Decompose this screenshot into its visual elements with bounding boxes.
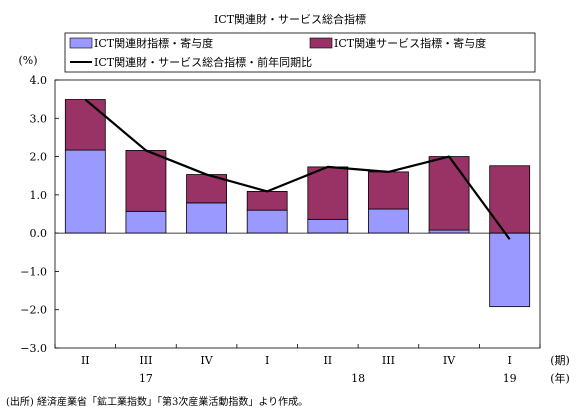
bar-services <box>489 165 531 234</box>
y-tick-label: −1.0 <box>20 265 47 278</box>
bar-services <box>307 166 349 220</box>
y-axis-unit: (%) <box>18 54 37 67</box>
x-axis-year-unit: (年) <box>550 371 570 385</box>
x-tick-label: I <box>508 354 512 367</box>
bar-goods <box>186 202 227 234</box>
x-tick-label: III <box>139 354 152 367</box>
legend-label-services: ICT関連サービス指標・寄与度 <box>334 36 486 50</box>
bar-services <box>125 150 167 212</box>
x-tick-label: II <box>323 354 332 367</box>
legend: ICT関連財指標・寄与度 ICT関連サービス指標・寄与度 ICT関連財・サービス… <box>64 32 536 73</box>
y-tick-label: 2.0 <box>30 151 48 164</box>
bar-goods <box>125 210 167 234</box>
bar-goods <box>64 149 106 234</box>
bar-goods <box>307 218 349 234</box>
x-tick-label: IV <box>443 354 456 367</box>
y-tick-label: −3.0 <box>20 342 47 355</box>
legend-swatch-services <box>309 37 333 49</box>
legend-label-goods: ICT関連財指標・寄与度 <box>94 36 213 50</box>
legend-swatch-goods <box>69 37 93 49</box>
x-tick-label: II <box>81 354 90 367</box>
bar-services <box>368 171 409 210</box>
bar-services <box>246 191 288 211</box>
x-axis-period-unit: (期) <box>550 354 570 367</box>
chart-title: ICT関連財・サービス総合指標 <box>214 12 366 26</box>
x-year-label: 19 <box>503 372 517 385</box>
bar-services <box>428 156 470 231</box>
legend-label-total: ICT関連財・サービス総合指標・前年同期比 <box>94 55 312 69</box>
bar-goods <box>489 232 531 308</box>
bar-goods <box>246 209 288 234</box>
x-year-label: 18 <box>351 372 365 385</box>
line-total <box>84 98 511 240</box>
x-tick-label: IV <box>200 354 213 367</box>
bar-goods <box>368 208 409 234</box>
y-tick-label: −2.0 <box>20 304 47 317</box>
y-tick-label: 0.0 <box>30 227 48 240</box>
x-year-label: 17 <box>139 372 153 385</box>
bar-goods <box>428 229 470 234</box>
bar-services <box>64 99 106 151</box>
legend-box <box>64 32 536 73</box>
x-tick-label: I <box>265 354 269 367</box>
y-tick-label: 4.0 <box>30 74 48 87</box>
source-note: (出所) 経済産業省「鉱工業指数」「第3次産業活動指数」より作成。 <box>6 395 308 408</box>
y-tick-label: 3.0 <box>30 112 48 125</box>
y-tick-label: 1.0 <box>30 189 48 202</box>
x-tick-label: III <box>382 354 395 367</box>
